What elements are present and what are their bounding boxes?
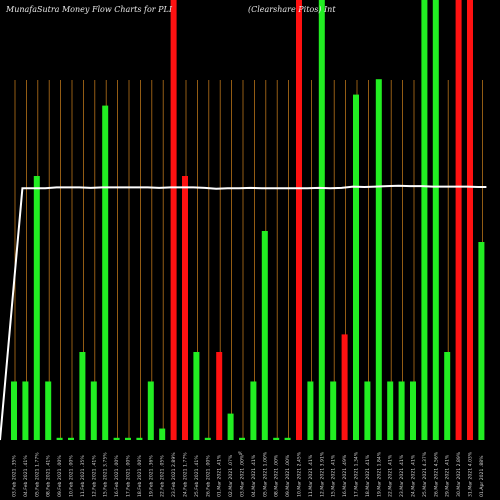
x-tick-label: 17.Feb 2021 .00% xyxy=(126,455,132,497)
bar xyxy=(216,352,223,440)
x-tick-label: 25.Feb 2021 .41% xyxy=(194,455,200,497)
x-tick-label: 03.Mar 2021 .00% xyxy=(240,454,246,497)
bar xyxy=(307,381,314,440)
bar xyxy=(398,381,405,440)
x-tick-label: 05.Feb 2021 1.77% xyxy=(34,452,40,497)
bar xyxy=(45,381,52,440)
x-tick-label: 15.Mar 2021 .41% xyxy=(331,454,337,497)
bar xyxy=(432,0,439,440)
chart-title-left: MunafaSutra Money Flow Charts for PLI xyxy=(5,5,173,14)
bar xyxy=(444,352,451,440)
x-tick-label: 26.Mar 2021 4.56% xyxy=(433,451,439,497)
bar xyxy=(341,334,348,440)
bar xyxy=(296,0,302,440)
x-tick-label: 29.Mar 2021 .41% xyxy=(445,454,451,497)
x-tick-label: 30.Mar 2021 2.89% xyxy=(456,451,462,497)
bar xyxy=(79,352,86,440)
x-tick-label: 10.Feb 2021 .00% xyxy=(69,455,75,497)
x-tick-label: 25.Mar 2021 4.37% xyxy=(422,451,428,497)
bar xyxy=(330,381,337,440)
x-tick-label: 23.Mar 2021 .41% xyxy=(399,454,405,497)
bar xyxy=(239,437,245,440)
x-axis-labels: 03.Feb 2021 .35% 04.Feb 2021 .41% 05.Feb 2… xyxy=(12,451,485,497)
bar xyxy=(159,428,166,440)
x-tick-label: 12.Mar 2021 3.91% xyxy=(319,451,325,497)
x-tick-label: 04.Feb 2021 .41% xyxy=(23,455,29,497)
x-tick-label: 12.Feb 2021 .41% xyxy=(91,455,97,497)
bar xyxy=(113,437,120,440)
x-tick-label: 15.Feb 2021 3.75% xyxy=(103,452,109,497)
x-tick-label: 23.Feb 2021 2.89% xyxy=(171,452,177,497)
bar xyxy=(455,0,462,440)
bar xyxy=(204,437,211,440)
x-tick-label: 10.Mar 2021 2.45% xyxy=(297,451,303,497)
x-tick-label: 18.Feb 2021 .00% xyxy=(137,455,143,497)
bar xyxy=(364,381,371,440)
bar xyxy=(22,381,29,440)
bar xyxy=(11,381,17,440)
x-tick-label: 01.Mar 2021 .41% xyxy=(217,454,223,497)
x-tick-label: 26.Feb 2021 .00% xyxy=(205,455,211,497)
x-tick-label: 08.Feb 2021 .41% xyxy=(46,455,52,497)
bar xyxy=(136,437,143,440)
x-tick-label: 19.Feb 2021 .36% xyxy=(148,455,154,497)
bar xyxy=(410,381,416,440)
bar xyxy=(147,381,154,440)
x-tick-label: 03.Feb 2021 .35% xyxy=(12,455,18,497)
bar xyxy=(102,105,109,440)
bar xyxy=(421,0,428,440)
bar xyxy=(193,352,200,440)
x-tick-label: 08.Mar 2021 .00% xyxy=(274,454,280,497)
x-tick-label: 04.Mar 2021 .41% xyxy=(251,454,257,497)
bar xyxy=(170,0,177,440)
bar xyxy=(125,437,131,440)
bar xyxy=(227,413,234,440)
bar xyxy=(353,94,359,440)
money-flow-line xyxy=(0,184,487,441)
bar xyxy=(318,0,325,440)
bar xyxy=(56,437,63,440)
bar xyxy=(273,437,280,440)
x-tick-label: 11.Mar 2021 .41% xyxy=(308,454,314,497)
x-tick-label: 22.Feb 2021 .05% xyxy=(160,455,166,497)
x-tick-label: 16.Mar 2021 .49% xyxy=(342,454,348,497)
bar xyxy=(182,176,188,440)
x-tick-label: 24.Feb 2021 1.77% xyxy=(183,452,189,497)
bar xyxy=(478,242,485,440)
x-tick-label: 05.Mar 2021 1.00% xyxy=(262,451,268,497)
bar xyxy=(375,79,382,440)
bar xyxy=(467,0,473,440)
bars xyxy=(11,0,485,440)
chart-title-right: (Clearshare Pitos) Int xyxy=(248,5,336,14)
bar xyxy=(284,437,291,440)
x-tick-label: 19.Mar 2021 1.84% xyxy=(376,451,382,497)
x-tick-label: 22.Mar 2021 .41% xyxy=(388,454,394,497)
bar xyxy=(33,176,40,440)
x-tick-label: 09.Mar 2021 .00% xyxy=(285,454,291,497)
bar xyxy=(387,381,394,440)
x-tick-label: 02.Mar 2021 .07% xyxy=(228,454,234,497)
x-tick-label: 01.Apr 2021 .88% xyxy=(479,455,485,497)
bar xyxy=(261,231,268,440)
bar xyxy=(68,437,74,440)
x-tick-label: 18.Mar 2021 .41% xyxy=(365,454,371,497)
x-tick-label: 09.Feb 2021 .00% xyxy=(57,455,63,497)
center-label: % xyxy=(238,451,243,457)
x-tick-label: 31.Mar 2021 4.03% xyxy=(468,451,474,497)
x-tick-label: 11.Feb 2021 .35% xyxy=(80,455,86,497)
x-tick-label: 16.Feb 2021 .00% xyxy=(114,455,120,497)
x-tick-label: 17.Mar 2021 1.34% xyxy=(354,451,360,497)
x-tick-label: 24.Mar 2021 .41% xyxy=(411,454,417,497)
bar xyxy=(250,381,257,440)
bar xyxy=(90,381,97,440)
